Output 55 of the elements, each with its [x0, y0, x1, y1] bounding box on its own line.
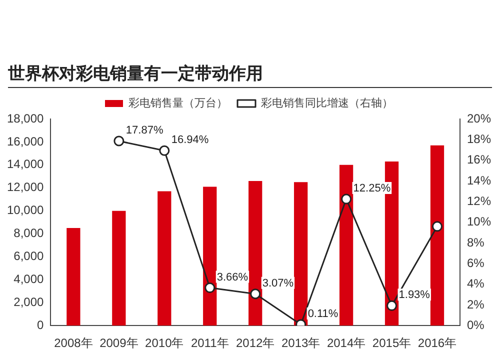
- data-label: 16.94%: [171, 134, 209, 146]
- bar: [430, 145, 444, 326]
- y2-tick-label: 10%: [466, 214, 492, 229]
- bar: [294, 182, 308, 326]
- bar: [203, 186, 217, 326]
- y2-tick-label: 16%: [466, 152, 492, 167]
- y-tick-label: 16,000: [7, 134, 44, 148]
- y-tick-label: 12,000: [7, 180, 44, 194]
- point: [159, 145, 170, 156]
- legend-label: 彩电销售量（万台）: [128, 96, 228, 110]
- y-tick-label: 14,000: [7, 157, 44, 172]
- x-tick-label: 2016年: [418, 336, 457, 350]
- x-tick-label: 2008年: [54, 336, 93, 350]
- y2-tick-label: 2%: [466, 297, 485, 312]
- y2-tick-label: 4%: [466, 276, 485, 291]
- data-label: 3.66%: [216, 271, 248, 284]
- y-tick-label: 8,000: [14, 226, 44, 240]
- x-tick-label: 2015年: [372, 336, 412, 350]
- bar: [158, 191, 172, 326]
- data-label: 17.87%: [126, 124, 164, 137]
- y2-tick-label: 8%: [466, 235, 485, 250]
- y2-tick-label: 6%: [466, 256, 485, 270]
- bar: [66, 228, 80, 326]
- y2-tick-label: 14%: [466, 173, 492, 188]
- y-tick-label: 6,000: [14, 249, 44, 264]
- point: [386, 300, 398, 311]
- x-tick-label: 2012年: [236, 336, 275, 350]
- legend-label: 彩电销售同比增速（右轴）: [261, 96, 393, 110]
- y2-tick-label: 20%: [466, 111, 492, 126]
- point: [250, 288, 261, 300]
- x-tick-label: 2010年: [145, 336, 184, 350]
- y-tick-label: 0: [37, 318, 44, 332]
- bar: [112, 210, 126, 326]
- bar: [248, 180, 262, 326]
- y-tick-label: 2,000: [14, 294, 44, 309]
- y2-tick-label: 18%: [466, 132, 492, 146]
- data-label: 3.07%: [262, 277, 294, 290]
- data-label: 12.25%: [353, 182, 391, 195]
- y-tick-label: 10,000: [7, 203, 44, 218]
- data-label: 0.11%: [308, 308, 338, 320]
- point: [432, 221, 442, 232]
- y-tick-label: 18,000: [7, 111, 44, 126]
- bar: [339, 164, 354, 326]
- point: [114, 136, 124, 146]
- x-tick-label: 2011年: [190, 336, 229, 350]
- x-tick-label: 2014年: [326, 336, 366, 350]
- x-tick-label: 2013年: [281, 336, 320, 350]
- point: [204, 282, 216, 294]
- data-label: 1.93%: [398, 289, 430, 302]
- point: [341, 194, 352, 204]
- y2-tick-label: 12%: [466, 194, 492, 208]
- y-tick-label: 4,000: [14, 272, 44, 286]
- y2-tick-label: 0%: [466, 318, 485, 332]
- chart-title: 世界杯对彩电销量有一定带动作用: [8, 62, 492, 88]
- x-tick-label: 2009年: [100, 336, 138, 350]
